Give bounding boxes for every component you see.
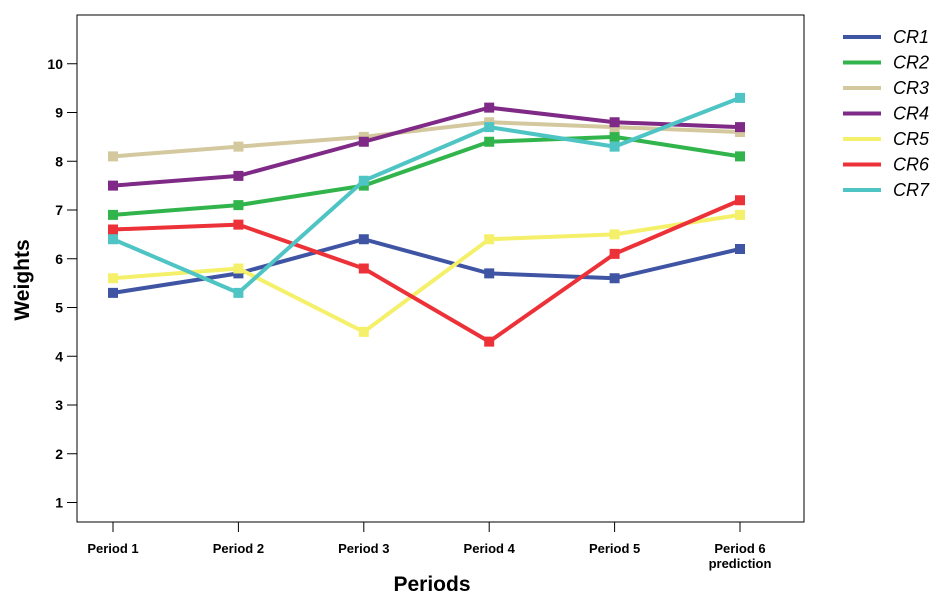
series-cr5 [108, 209, 745, 337]
y-axis-title: Weights [11, 239, 34, 320]
y-axis: 1 2 3 4 5 6 7 8 9 10 [47, 56, 77, 511]
x-tick-label: prediction [709, 556, 772, 571]
legend-label: CR4 [893, 104, 929, 124]
data-point [609, 273, 620, 284]
data-point [484, 268, 495, 279]
data-point [358, 136, 369, 147]
x-tick-label: Period 5 [589, 541, 640, 556]
data-point [609, 141, 620, 152]
legend-label: CR2 [893, 53, 929, 73]
data-point [108, 234, 118, 245]
y-tick-label: 4 [55, 348, 63, 364]
data-point [233, 170, 244, 181]
series-line-cr3 [111, 120, 742, 159]
data-point [735, 151, 745, 162]
x-tick-label: Period 3 [338, 541, 389, 556]
series-line-cr1 [111, 237, 742, 295]
legend-label: CR1 [893, 27, 929, 47]
x-tick-label: Period 4 [464, 541, 516, 556]
data-point [735, 92, 745, 103]
series-line-cr4 [111, 105, 742, 188]
legend-item-cr4: CR4 [843, 104, 929, 124]
data-point [609, 131, 620, 142]
data-point [484, 234, 495, 245]
data-point [358, 263, 369, 274]
data-point [735, 195, 745, 206]
data-point [358, 326, 369, 337]
data-point [484, 336, 495, 347]
legend-item-cr7: CR7 [843, 180, 930, 200]
legend-item-cr1: CR1 [843, 27, 929, 47]
x-tick-label: Period 6 [714, 541, 765, 556]
legend-item-cr6: CR6 [843, 155, 930, 175]
y-tick-label: 8 [55, 153, 63, 169]
series-line-cr6 [111, 198, 742, 344]
data-point [233, 263, 244, 274]
legend-label: CR5 [893, 129, 930, 149]
data-point [108, 151, 118, 162]
series-line-cr7 [111, 95, 742, 295]
y-tick-label: 2 [55, 446, 63, 462]
data-point [108, 287, 118, 298]
legend: CR1 CR2 CR3 CR4 CR5 CR6 CR7 [843, 27, 930, 200]
y-tick-label: 7 [55, 202, 63, 218]
x-axis-title: Periods [393, 573, 470, 596]
x-tick-label: Period 2 [213, 541, 264, 556]
series-cr2 [108, 131, 745, 220]
data-point [358, 175, 369, 186]
series-cr4 [108, 102, 745, 191]
data-point [233, 141, 244, 152]
data-point [484, 122, 495, 133]
series-line-cr5 [111, 212, 742, 334]
data-point [735, 122, 745, 133]
data-point [233, 219, 244, 230]
y-tick-label: 9 [55, 105, 63, 121]
x-axis: Period 1 Period 2 Period 3 Period 4 Period 5… [87, 522, 771, 571]
series-cr1 [108, 234, 745, 298]
legend-item-cr2: CR2 [843, 53, 929, 73]
data-point [233, 287, 244, 298]
legend-label: CR6 [893, 155, 930, 175]
data-point [108, 224, 118, 235]
series-layer [108, 92, 745, 347]
y-tick-label: 1 [55, 495, 63, 511]
data-point [735, 209, 745, 220]
data-point [233, 200, 244, 211]
y-tick-label: 10 [47, 56, 63, 72]
data-point [358, 234, 369, 245]
data-point [484, 102, 495, 113]
legend-label: CR3 [893, 78, 929, 98]
data-point [108, 273, 118, 284]
y-tick-label: 6 [55, 251, 63, 267]
y-tick-label: 5 [55, 300, 63, 316]
plot-frame [76, 14, 805, 523]
data-point [609, 229, 620, 240]
data-point [108, 209, 118, 220]
data-point [108, 180, 118, 191]
data-point [609, 117, 620, 128]
x-tick-label: Period 1 [87, 541, 138, 556]
legend-item-cr3: CR3 [843, 78, 929, 98]
series-cr6 [108, 195, 745, 347]
data-point [735, 244, 745, 254]
legend-item-cr5: CR5 [843, 129, 930, 149]
data-point [609, 248, 620, 259]
legend-label: CR7 [893, 180, 930, 200]
data-point [484, 136, 495, 147]
y-tick-label: 3 [55, 397, 63, 413]
series-cr7 [108, 92, 745, 298]
